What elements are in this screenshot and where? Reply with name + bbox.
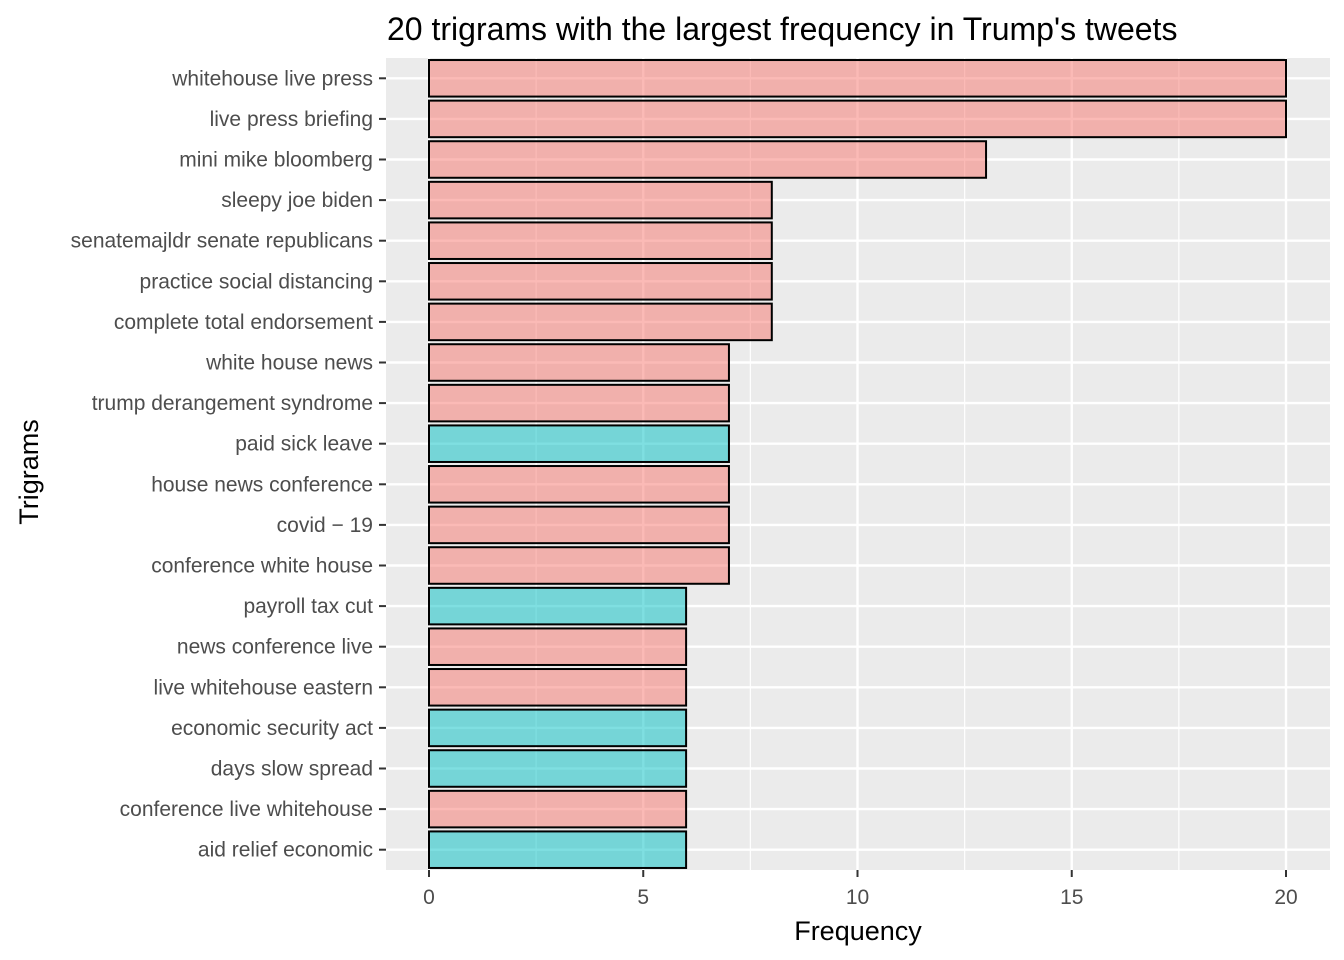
x-tick-label: 10 — [846, 886, 869, 909]
bar — [428, 830, 688, 869]
y-tick-label: senatemajldr senate republicans — [71, 230, 373, 253]
bar — [428, 262, 773, 301]
y-tick-label: whitehouse live press — [171, 67, 373, 90]
y-tick-label: days slow spread — [211, 758, 373, 781]
y-tick-label: white house news — [205, 352, 373, 375]
x-tick-label: 15 — [1060, 886, 1083, 909]
y-tick-label: live press briefing — [210, 108, 373, 131]
bar — [428, 546, 730, 585]
x-axis-title: Frequency — [794, 916, 922, 946]
bar — [428, 302, 773, 342]
bar — [428, 708, 688, 748]
bar — [428, 99, 1287, 139]
y-tick-label: conference live whitehouse — [120, 798, 373, 821]
x-tick-label: 0 — [423, 886, 435, 909]
y-tick-label: trump derangement syndrome — [92, 392, 373, 415]
bar — [428, 424, 730, 463]
y-tick-label: sleepy joe biden — [221, 189, 373, 212]
y-tick-label: house news conference — [151, 473, 373, 496]
x-tick-label: 20 — [1274, 886, 1297, 909]
y-tick-label: paid sick leave — [235, 433, 373, 456]
bar — [428, 383, 730, 423]
bar — [428, 789, 688, 829]
y-tick-label: covid − 19 — [277, 514, 373, 537]
y-tick-label: live whitehouse eastern — [154, 676, 373, 699]
y-tick-label: aid relief economic — [198, 839, 373, 862]
bar — [428, 140, 988, 179]
y-axis: whitehouse live press live press briefing… — [71, 67, 386, 862]
bar — [428, 505, 730, 545]
bar — [428, 59, 1287, 98]
bar — [428, 221, 773, 260]
y-tick-label: economic security act — [171, 717, 373, 740]
x-tick-label: 5 — [637, 886, 649, 909]
y-tick-label: payroll tax cut — [243, 595, 373, 618]
bar — [428, 465, 730, 504]
y-axis-title: Trigrams — [14, 419, 44, 525]
bars — [428, 59, 1287, 869]
x-axis: 0 5 10 15 20 — [423, 870, 1298, 909]
bar — [428, 180, 773, 220]
y-tick-label: news conference live — [177, 636, 373, 659]
y-tick-label: complete total endorsement — [114, 311, 373, 334]
bar — [428, 749, 688, 788]
bar — [428, 627, 688, 666]
bar — [428, 343, 730, 382]
bar — [428, 668, 688, 707]
bar — [428, 586, 688, 626]
y-tick-label: practice social distancing — [140, 270, 373, 293]
chart-title: 20 trigrams with the largest frequency i… — [387, 11, 1177, 47]
y-tick-label: conference white house — [151, 555, 373, 578]
y-tick-label: mini mike bloomberg — [179, 149, 373, 172]
